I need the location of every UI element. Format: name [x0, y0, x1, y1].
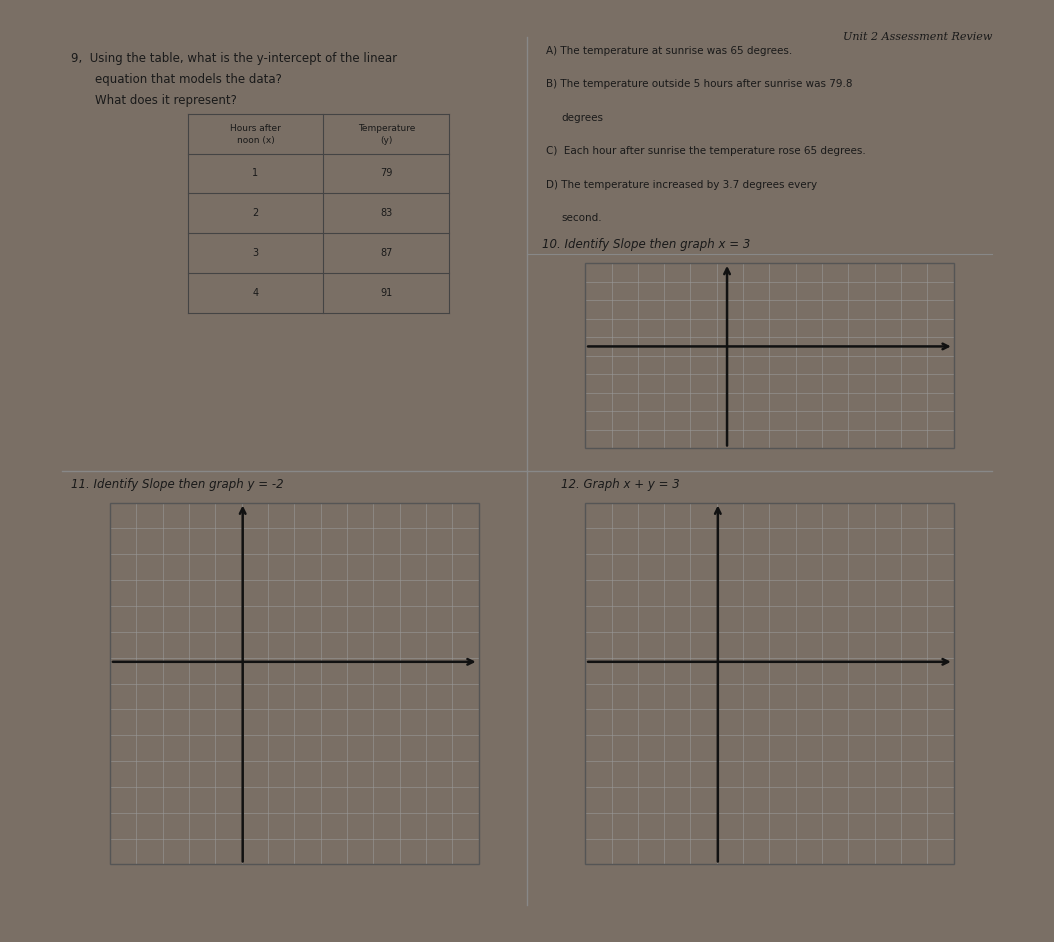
Text: 9,  Using the table, what is the y-intercept of the linear: 9, Using the table, what is the y-interc… [72, 53, 397, 65]
Text: 91: 91 [380, 288, 392, 298]
Text: 11. Identify Slope then graph y = -2: 11. Identify Slope then graph y = -2 [72, 479, 284, 491]
Text: 83: 83 [380, 208, 392, 219]
Text: C)  Each hour after sunrise the temperature rose 65 degrees.: C) Each hour after sunrise the temperatu… [546, 146, 866, 156]
Text: equation that models the data?: equation that models the data? [96, 73, 282, 86]
Text: B) The temperature outside 5 hours after sunrise was 79.8: B) The temperature outside 5 hours after… [546, 79, 853, 89]
Text: 79: 79 [380, 169, 392, 178]
Text: Hours after: Hours after [230, 123, 281, 133]
Text: A) The temperature at sunrise was 65 degrees.: A) The temperature at sunrise was 65 deg… [546, 46, 793, 56]
Text: 87: 87 [380, 248, 392, 258]
Text: 3: 3 [252, 248, 258, 258]
Text: (y): (y) [380, 137, 392, 145]
Text: Temperature: Temperature [357, 123, 415, 133]
Text: 12. Graph x + y = 3: 12. Graph x + y = 3 [561, 479, 680, 491]
Text: 10. Identify Slope then graph x = 3: 10. Identify Slope then graph x = 3 [542, 237, 749, 251]
Text: 4: 4 [252, 288, 258, 298]
Text: noon (x): noon (x) [236, 137, 274, 145]
Text: 1: 1 [252, 169, 258, 178]
Text: 2: 2 [252, 208, 258, 219]
Text: second.: second. [561, 213, 602, 223]
Text: degrees: degrees [561, 113, 603, 122]
Text: What does it represent?: What does it represent? [96, 94, 237, 106]
Text: D) The temperature increased by 3.7 degrees every: D) The temperature increased by 3.7 degr… [546, 180, 818, 189]
Text: Unit 2 Assessment Review: Unit 2 Assessment Review [843, 32, 993, 42]
